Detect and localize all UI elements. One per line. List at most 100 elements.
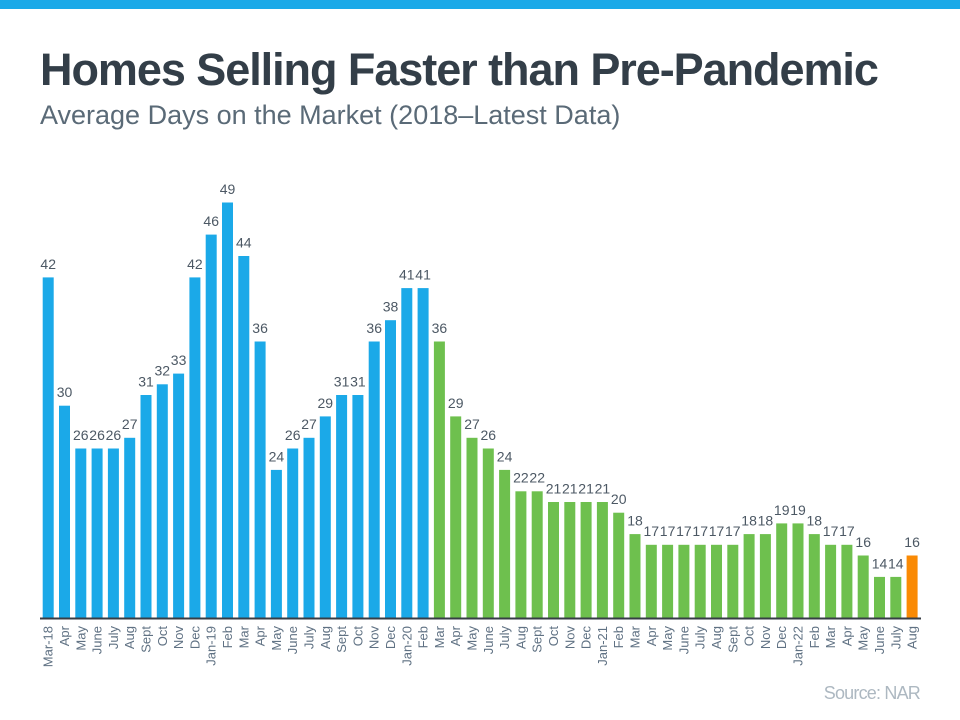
- svg-text:32: 32: [155, 363, 171, 379]
- svg-text:21: 21: [546, 480, 562, 496]
- svg-text:21: 21: [562, 480, 578, 496]
- svg-text:Oct: Oct: [546, 626, 561, 647]
- svg-text:Sept: Sept: [725, 626, 740, 653]
- svg-text:21: 21: [578, 480, 594, 496]
- svg-text:49: 49: [220, 181, 236, 197]
- svg-text:Feb: Feb: [807, 626, 822, 648]
- svg-text:46: 46: [203, 213, 219, 229]
- svg-text:17: 17: [692, 523, 708, 539]
- svg-text:41: 41: [399, 267, 415, 283]
- svg-text:24: 24: [269, 448, 285, 464]
- svg-text:Nov: Nov: [367, 626, 382, 650]
- svg-text:Nov: Nov: [171, 626, 186, 650]
- svg-text:May: May: [269, 626, 284, 651]
- svg-text:26: 26: [89, 427, 105, 443]
- svg-text:44: 44: [236, 234, 252, 250]
- svg-text:July: July: [497, 626, 512, 650]
- svg-text:Feb: Feb: [611, 626, 626, 648]
- svg-text:18: 18: [627, 513, 643, 529]
- svg-text:Aug: Aug: [709, 626, 724, 649]
- svg-text:Sept: Sept: [139, 626, 154, 653]
- svg-text:33: 33: [171, 352, 187, 368]
- svg-text:16: 16: [904, 534, 920, 550]
- svg-text:17: 17: [823, 523, 839, 539]
- svg-text:27: 27: [464, 416, 480, 432]
- svg-text:27: 27: [301, 416, 317, 432]
- svg-text:Feb: Feb: [416, 626, 431, 648]
- svg-text:Oct: Oct: [155, 626, 170, 647]
- svg-text:Mar: Mar: [432, 625, 447, 648]
- svg-text:Apr: Apr: [57, 625, 72, 646]
- svg-text:Mar: Mar: [236, 625, 251, 648]
- svg-text:26: 26: [481, 427, 497, 443]
- svg-text:19: 19: [774, 502, 790, 518]
- svg-text:Apr: Apr: [253, 625, 268, 646]
- svg-text:36: 36: [252, 320, 268, 336]
- svg-text:17: 17: [839, 523, 855, 539]
- svg-text:June: June: [285, 626, 300, 654]
- svg-text:18: 18: [807, 513, 823, 529]
- svg-text:17: 17: [725, 523, 741, 539]
- svg-text:Apr: Apr: [448, 625, 463, 646]
- svg-text:24: 24: [497, 448, 513, 464]
- svg-text:Dec: Dec: [774, 626, 789, 650]
- svg-text:Sept: Sept: [334, 626, 349, 653]
- svg-text:19: 19: [790, 502, 806, 518]
- svg-text:July: July: [693, 626, 708, 650]
- svg-text:Sept: Sept: [530, 626, 545, 653]
- svg-text:May: May: [73, 626, 88, 651]
- svg-text:Aug: Aug: [513, 626, 528, 649]
- svg-text:31: 31: [334, 373, 350, 389]
- svg-text:16: 16: [855, 534, 871, 550]
- svg-text:29: 29: [318, 395, 334, 411]
- svg-text:July: July: [106, 626, 121, 650]
- svg-text:Dec: Dec: [383, 626, 398, 650]
- svg-text:Jan-21: Jan-21: [595, 626, 610, 666]
- svg-text:Nov: Nov: [562, 626, 577, 650]
- svg-text:Aug: Aug: [122, 626, 137, 649]
- svg-text:Aug: Aug: [318, 626, 333, 649]
- svg-text:Aug: Aug: [905, 626, 920, 649]
- svg-text:22: 22: [513, 470, 529, 486]
- svg-text:May: May: [660, 626, 675, 651]
- svg-text:17: 17: [644, 523, 660, 539]
- svg-text:21: 21: [595, 480, 611, 496]
- svg-text:Mar: Mar: [823, 625, 838, 648]
- svg-text:June: June: [90, 626, 105, 654]
- svg-text:18: 18: [758, 513, 774, 529]
- svg-text:May: May: [465, 626, 480, 651]
- svg-text:41: 41: [415, 267, 431, 283]
- svg-text:36: 36: [432, 320, 448, 336]
- svg-text:June: June: [481, 626, 496, 654]
- svg-text:Oct: Oct: [350, 626, 365, 647]
- svg-text:42: 42: [187, 256, 203, 272]
- svg-text:Jan-22: Jan-22: [791, 626, 806, 666]
- svg-text:26: 26: [106, 427, 122, 443]
- svg-text:Jan-20: Jan-20: [399, 626, 414, 666]
- svg-text:17: 17: [709, 523, 725, 539]
- svg-text:42: 42: [40, 256, 56, 272]
- svg-text:July: July: [302, 626, 317, 650]
- svg-text:26: 26: [73, 427, 89, 443]
- svg-text:31: 31: [138, 373, 154, 389]
- svg-text:Mar-18: Mar-18: [41, 626, 56, 667]
- svg-text:Oct: Oct: [742, 626, 757, 647]
- svg-text:Dec: Dec: [187, 626, 202, 650]
- svg-text:July: July: [888, 626, 903, 650]
- svg-text:29: 29: [448, 395, 464, 411]
- svg-text:38: 38: [383, 299, 399, 315]
- svg-text:20: 20: [611, 491, 627, 507]
- svg-text:June: June: [872, 626, 887, 654]
- svg-text:Feb: Feb: [220, 626, 235, 648]
- svg-text:May: May: [856, 626, 871, 651]
- svg-text:14: 14: [872, 555, 888, 571]
- svg-text:22: 22: [529, 470, 545, 486]
- svg-text:Apr: Apr: [839, 625, 854, 646]
- svg-text:26: 26: [285, 427, 301, 443]
- svg-text:36: 36: [366, 320, 382, 336]
- svg-text:Dec: Dec: [579, 626, 594, 650]
- svg-text:Nov: Nov: [758, 626, 773, 650]
- svg-text:31: 31: [350, 373, 366, 389]
- svg-text:Jan-19: Jan-19: [204, 626, 219, 666]
- svg-text:June: June: [676, 626, 691, 654]
